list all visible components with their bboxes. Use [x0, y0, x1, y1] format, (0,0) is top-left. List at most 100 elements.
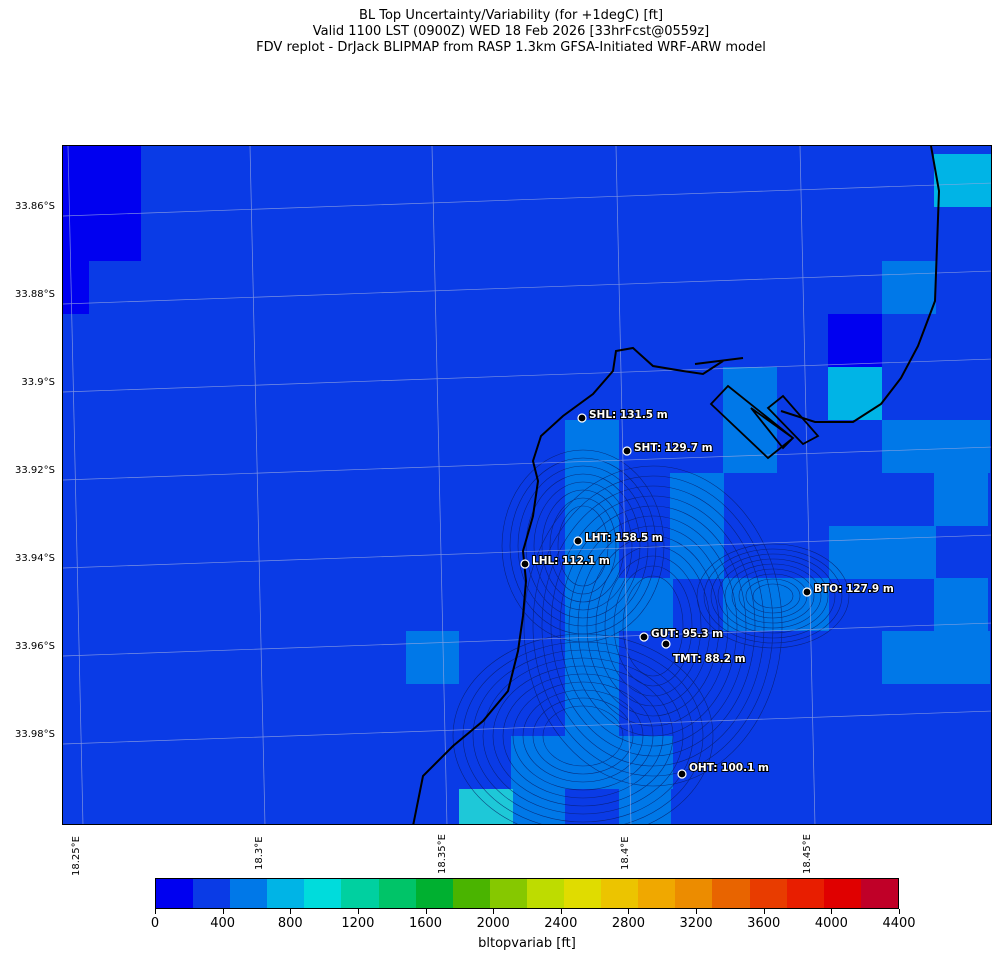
colorbar-tick [425, 909, 427, 914]
grid-cell [565, 684, 619, 737]
contour-line [559, 505, 747, 747]
contour-line [472, 649, 694, 823]
grid-cell [723, 420, 777, 473]
grid-cell [63, 261, 89, 314]
lat-label-7: 33.98°S [15, 729, 55, 740]
colorbar-segment [860, 879, 898, 908]
lat-label-1: 33.86°S [15, 201, 55, 212]
grid-cell [934, 473, 988, 526]
latitude-gridline [63, 270, 991, 305]
longitude-gridline [431, 146, 448, 824]
grid-cell [565, 631, 619, 684]
map-svg: SHL: 131.5 m SHT: 129.7 m LHT: 158.5 m LHL:… [63, 146, 991, 824]
contour-line [462, 641, 704, 824]
station-marker[interactable] [573, 536, 583, 546]
grid-cell [882, 631, 990, 684]
variability-grid [63, 146, 991, 824]
latitude-gridline [63, 710, 991, 745]
station-marker[interactable] [520, 559, 530, 569]
contour-line [717, 558, 829, 634]
contour-line [696, 543, 850, 649]
grid-cell [882, 261, 936, 314]
contour-line [724, 563, 822, 629]
colorbar-segment [304, 879, 342, 908]
colorbar-tick [628, 909, 630, 914]
grid-cell [406, 631, 459, 684]
colorbar-segment [415, 879, 453, 908]
colorbar-tick-label: 3600 [747, 916, 781, 931]
lat-label-5: 33.94°S [15, 553, 55, 564]
longitude-gridline [799, 146, 816, 824]
colorbar-tick-label: 4400 [882, 916, 916, 931]
colorbar-segment [601, 879, 639, 908]
colorbar-tick [155, 909, 156, 914]
grid-cell [934, 154, 991, 207]
contour-line [604, 555, 702, 697]
colorbar-tick-label: 800 [277, 916, 303, 931]
colorbar-title: bltopvariab [ft] [478, 936, 576, 951]
longitude-gridline [615, 146, 632, 824]
latitude-gridline [63, 534, 991, 569]
grid-cell [828, 367, 882, 420]
colorbar-tick-label: 2800 [611, 916, 645, 931]
station-marker[interactable] [577, 413, 587, 423]
coastline-west [412, 346, 724, 824]
breakwater [694, 357, 744, 365]
contour-line [731, 568, 815, 624]
station-marker[interactable] [677, 769, 687, 779]
contour-line [622, 575, 684, 677]
chart-title-line-2: Valid 1100 LST (0900Z) WED 18 Feb 2026 [… [312, 24, 710, 39]
colorbar-segment [341, 879, 379, 908]
station-label: LHT: 158.5 m [585, 532, 663, 544]
colorbar-tick [222, 909, 224, 914]
contour-line [525, 473, 641, 619]
contour-line [541, 489, 625, 603]
colorbar-tick-label: 2400 [544, 916, 578, 931]
colorbar-tick-label: 2000 [476, 916, 510, 931]
grid-cell [459, 789, 513, 824]
colorbar-tick-label: 1600 [408, 916, 443, 931]
colorbar-tick [357, 909, 359, 914]
lon-label-4: 18.4°E [620, 836, 631, 870]
colorbar-segment [267, 879, 305, 908]
station-label: BTO: 127.9 m [814, 583, 894, 595]
station-marker[interactable] [639, 632, 649, 642]
station-markers: SHL: 131.5 m SHT: 129.7 m LHT: 158.5 m LHL:… [520, 408, 895, 779]
grid-cell [670, 473, 724, 526]
colorbar [155, 878, 899, 909]
contour-line [703, 548, 843, 644]
grid-cell [723, 367, 777, 420]
grid-cell [511, 736, 565, 789]
contour-line [710, 553, 836, 639]
contour-line [517, 465, 649, 627]
contour-line [532, 475, 774, 777]
station-marker[interactable] [622, 446, 632, 456]
contour-line [533, 481, 633, 611]
contour-line [522, 689, 644, 783]
colorbar-segment [564, 879, 602, 908]
coastline-east [780, 146, 941, 423]
station-marker[interactable] [802, 587, 812, 597]
latitude-gridline [63, 622, 991, 657]
contour-line [745, 578, 801, 614]
lat-label-6: 33.96°S [15, 641, 55, 652]
latitude-gridline [63, 446, 991, 481]
lon-label-1: 18.25°E [71, 836, 82, 876]
contour-line [512, 681, 654, 791]
station-marker[interactable] [661, 639, 671, 649]
colorbar-segment [749, 879, 787, 908]
map-panel[interactable]: SHL: 131.5 m SHT: 129.7 m LHT: 158.5 m LHL:… [62, 145, 992, 825]
colorbar-segment [193, 879, 231, 908]
station-label: SHT: 129.7 m [634, 442, 713, 454]
colorbar-tick-label: 1200 [341, 916, 375, 931]
contour-line [502, 673, 664, 799]
graticule [63, 146, 991, 824]
terrain-contours [452, 449, 850, 824]
grid-cell [882, 420, 990, 473]
grid-cell [934, 578, 988, 631]
contour-line [542, 705, 624, 767]
colorbar-segment [638, 879, 676, 908]
grid-cell [565, 526, 619, 579]
chart-title-line-3: FDV replot - DrJack BLIPMAP from RASP 1.… [256, 40, 766, 55]
lon-label-3: 18.35°E [437, 834, 448, 874]
